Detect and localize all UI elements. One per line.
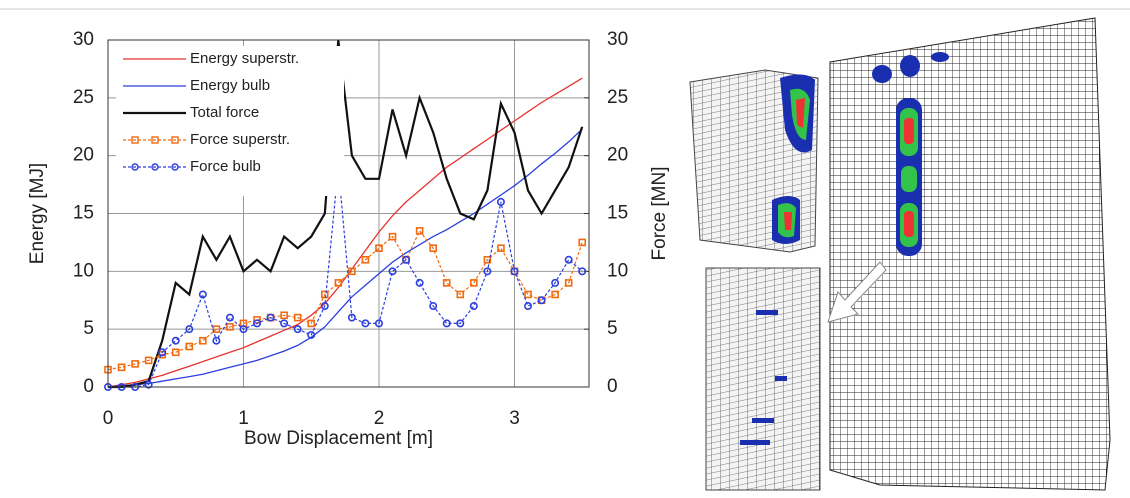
- x-tick-label: 0: [103, 408, 114, 429]
- y-tick-label: 15: [73, 203, 94, 224]
- y-tick-label: 30: [73, 29, 94, 50]
- x-tick-label: 3: [509, 408, 520, 429]
- page: 0 5 10 15 20 25 30 0 5 10 15 20 25 30 0 1 2 3 Bow Displace…: [0, 0, 1130, 493]
- legend-label: Energy superstr.: [190, 50, 299, 67]
- y-tick-label: 0: [83, 376, 94, 397]
- y-tick-label: 25: [73, 87, 94, 108]
- legend-label: Total force: [190, 104, 259, 121]
- detail-mesh: [706, 268, 820, 490]
- x-tick-label: 2: [374, 408, 385, 429]
- y-tick-label: 10: [73, 260, 94, 281]
- y2-tick-label: 25: [607, 87, 628, 108]
- y2-tick-label: 5: [607, 318, 618, 339]
- legend-label: Energy bulb: [190, 77, 270, 94]
- y-tick-label: 5: [83, 318, 94, 339]
- y2-tick-label: 30: [607, 29, 628, 50]
- y2-tick-label: 15: [607, 203, 628, 224]
- y-axis-label: Energy [MJ]: [27, 163, 48, 264]
- y2-axis-label: Force [MN]: [649, 167, 670, 261]
- y2-tick-label: 0: [607, 376, 618, 397]
- x-axis-label: Bow Displacement [m]: [244, 428, 433, 449]
- plot: 0 5 10 15 20 25 30 0 5 10 15 20 25 30 0 1 2 3 Bow Displace…: [27, 29, 670, 449]
- y2-tick-label: 20: [607, 145, 628, 166]
- legend-label: Force bulb: [190, 158, 261, 175]
- fe-images: [690, 18, 1110, 490]
- hull-mesh: [830, 18, 1110, 490]
- legend-label: Force superstr.: [190, 131, 290, 148]
- x-tick-label: 1: [238, 408, 249, 429]
- y2-tick-label: 10: [607, 260, 628, 281]
- y-tick-label: 20: [73, 145, 94, 166]
